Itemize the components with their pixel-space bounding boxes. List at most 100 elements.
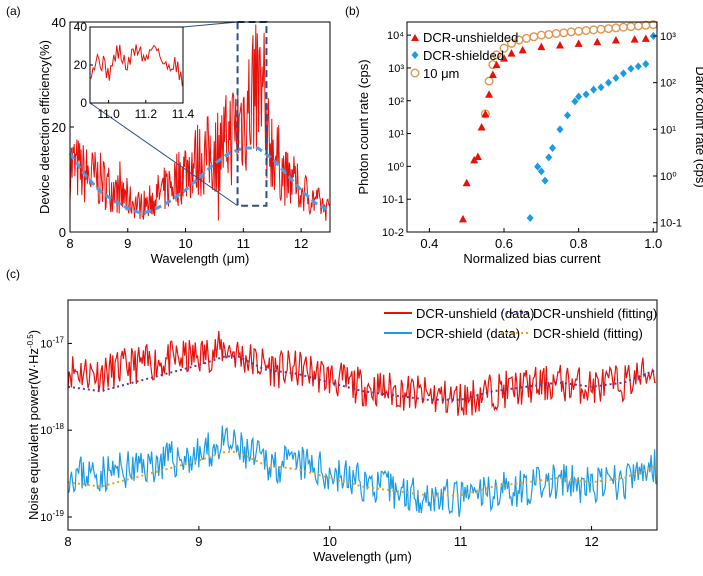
point-10um: [529, 32, 539, 42]
point-10um: [506, 38, 516, 48]
panel-label: (b): [345, 4, 360, 18]
legend-marker-shielded: [411, 51, 419, 59]
point-dcr-unshielded: [641, 34, 650, 42]
point-dcr-unshielded: [492, 60, 501, 69]
xtick-label: 8: [66, 236, 73, 251]
y2tick-label: 10³: [660, 31, 676, 43]
legend-label: DCR-shielded: [423, 48, 504, 63]
point-10um: [559, 28, 569, 38]
legend-label: DCR-unshielded: [423, 30, 518, 45]
inset-series-line: [89, 44, 183, 87]
ytick-label: 10-19: [40, 509, 64, 524]
point-dcr-unshielded: [500, 54, 509, 62]
y-axis-label: Photon count rate (cps): [356, 59, 371, 194]
point-10um: [641, 20, 651, 30]
point-dcr-shielded: [541, 176, 549, 185]
ytick-label: 0: [59, 225, 66, 240]
point-dcr-shielded: [634, 62, 642, 71]
legend-marker-10um: [410, 68, 420, 78]
ytick-label: 10-18: [40, 422, 64, 437]
point-dcr-unshielded: [462, 178, 471, 187]
xtick-label: 8: [64, 534, 71, 549]
xtick-label: 0.4: [420, 236, 438, 251]
ytick-label: 10¹: [388, 129, 404, 141]
series-shield-data: [67, 425, 657, 518]
legend-label: DCR-shield (fitting): [533, 326, 643, 341]
point-dcr-unshielded: [630, 35, 639, 43]
point-dcr-unshielded: [477, 123, 486, 131]
ytick-label: 10-2: [382, 227, 404, 239]
ytick-label: 10³: [388, 63, 404, 75]
inset-ytick-label: 0: [80, 96, 87, 110]
y2tick-label: 10²: [660, 78, 676, 90]
series-unshield-data: [67, 331, 656, 416]
point-dcr-shielded: [537, 167, 545, 176]
legend-marker-unshielded: [411, 34, 419, 41]
point-dcr-shielded: [545, 153, 553, 162]
ytick-label: 20: [52, 120, 66, 135]
inset-connector-top: [182, 21, 238, 28]
point-dcr-shielded: [575, 92, 583, 101]
point-dcr-shielded: [597, 83, 605, 92]
xtick-label: 0.8: [570, 236, 588, 251]
point-dcr-shielded: [526, 214, 534, 222]
series-shield-fit: [67, 450, 658, 497]
point-dcr-shielded: [619, 69, 627, 78]
x-axis-label: Wavelength (μm): [313, 549, 412, 564]
axes-frame: [406, 21, 658, 233]
point-10um: [589, 25, 599, 35]
point-dcr-unshielded: [537, 42, 546, 51]
point-10um: [611, 23, 621, 33]
inset-connector-bottom: [89, 102, 238, 207]
point-10um: [574, 26, 584, 36]
point-dcr-shielded: [549, 144, 557, 152]
xtick-label: 12: [584, 534, 598, 549]
y2tick-label: 10⁰: [660, 171, 677, 183]
inset-ytick-label: 20: [74, 58, 88, 72]
point-10um: [521, 33, 531, 43]
point-dcr-unshielded: [473, 152, 482, 161]
xtick-label: 10: [178, 236, 192, 251]
y-axis-label: Device detection efficiency(%): [37, 40, 52, 214]
point-dcr-shielded: [582, 90, 590, 99]
ytick-label: 10⁴: [387, 30, 404, 42]
legend-label: DCR-unshield (fitting): [533, 306, 657, 321]
ytick-label: 10-17: [40, 335, 64, 350]
point-dcr-unshielded: [593, 37, 602, 46]
y2-axis-label: Dark count rate (cps): [693, 66, 703, 187]
point-dcr-unshielded: [481, 109, 490, 118]
ytick-label: 40: [52, 15, 66, 30]
legend-label: DCR-shield (data): [416, 326, 520, 341]
point-dcr-shielded: [563, 111, 571, 120]
point-dcr-unshielded: [485, 90, 494, 98]
xtick-label: 11: [237, 236, 251, 251]
x-axis-label: Normalized bias current: [463, 251, 601, 266]
legend-label: 10 μm: [423, 66, 459, 81]
ytick-label: 10⁰: [387, 161, 404, 173]
point-10um: [633, 21, 643, 31]
point-10um: [536, 30, 546, 40]
x-axis-label: Wavelength (μm): [151, 251, 250, 266]
point-10um: [492, 50, 502, 60]
xtick-label: 10: [323, 534, 337, 549]
point-dcr-unshielded: [458, 214, 467, 223]
point-dcr-unshielded: [555, 40, 564, 49]
panel-label: (c): [6, 267, 20, 281]
point-10um: [581, 26, 591, 36]
point-dcr-shielded: [534, 162, 542, 171]
panel-label: (a): [6, 4, 21, 18]
xtick-label: 1.0: [644, 236, 662, 251]
panel-c: (c) 8 9 10 11 12 10-17 10-18 10-19 Wavelength (μm…: [6, 267, 658, 564]
point-dcr-shielded: [612, 74, 620, 82]
y2tick-label: 10¹: [660, 124, 676, 136]
point-10um: [618, 22, 628, 32]
point-10um: [603, 24, 613, 34]
point-10um: [551, 28, 561, 38]
inset-xtick-label: 11.4: [172, 107, 195, 121]
series-fit-line: [68, 146, 331, 216]
point-10um: [596, 24, 606, 34]
xtick-label: 9: [124, 236, 131, 251]
point-dcr-unshielded: [611, 36, 620, 44]
inset-ytick-label: 40: [74, 20, 88, 34]
